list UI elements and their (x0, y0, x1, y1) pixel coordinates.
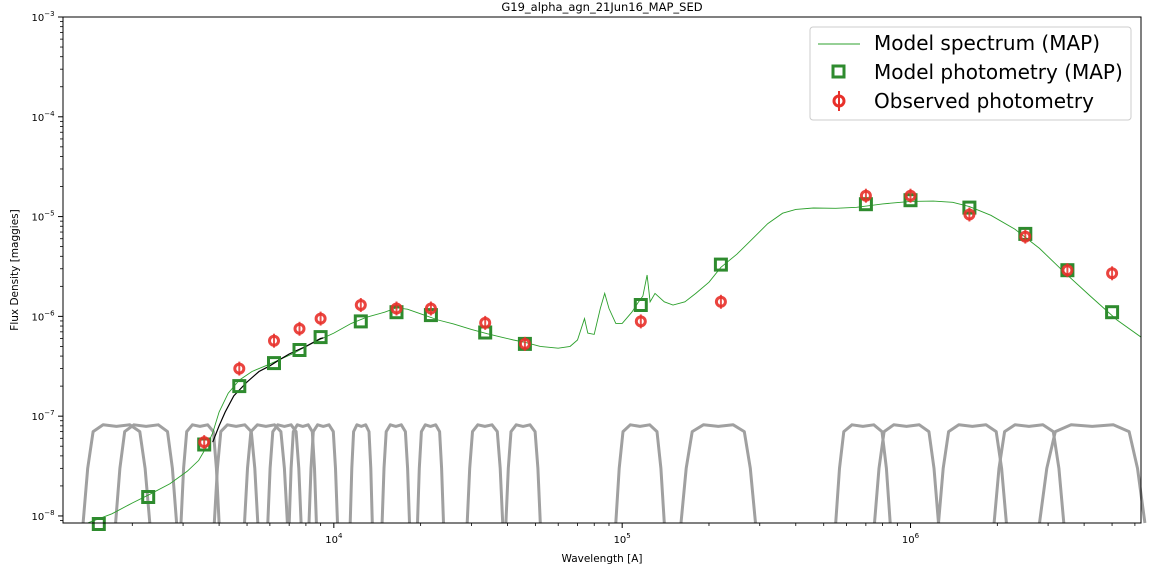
legend-marker-observed-photometry (832, 94, 846, 108)
filter-curve-0 (81, 423, 152, 524)
observed-photometry-point-11 (714, 295, 727, 308)
y-axis-label: Flux Density [maggies] (9, 209, 21, 330)
legend-label-model-spectrum: Model spectrum (MAP) (874, 31, 1100, 55)
observed-photometry-point-10 (634, 315, 647, 328)
filter-curve-3 (212, 423, 260, 524)
filter-curve-8 (348, 423, 374, 524)
model-photometry-point-13 (713, 257, 728, 272)
y-tick-label-2: 10−6 (31, 309, 55, 323)
observed-photometry-point-14 (963, 208, 976, 221)
x-tick-label-1: 105 (614, 532, 631, 546)
filter-curve-5 (266, 423, 303, 524)
filter-curve-2 (179, 423, 221, 524)
observed-photometry-point-4 (314, 312, 327, 325)
model-spectrum-line (86, 200, 1141, 523)
filter-curve-14 (679, 423, 757, 524)
observed-photometry-point-0 (198, 436, 211, 449)
filter-curve-12 (504, 423, 542, 524)
observed-photometry-point-2 (268, 334, 280, 347)
model-photometry-point-19 (1105, 305, 1120, 320)
y-tick-label-4: 10−4 (31, 110, 55, 124)
observed-photometry-point-8 (479, 316, 492, 329)
filter-curve-13 (614, 423, 666, 524)
y-tick-label-5: 10−3 (31, 10, 54, 24)
observed-spectrum-line (212, 337, 324, 443)
filter-curve-19 (1038, 423, 1147, 524)
y-tick-label-1: 10−7 (31, 409, 54, 423)
filter-curve-7 (307, 423, 339, 524)
y-tick-label-3: 10−5 (31, 210, 54, 224)
filter-curve-1 (114, 423, 179, 524)
filter-curve-16 (873, 423, 940, 524)
model-photometry-point-7 (353, 314, 368, 329)
x-axis-label: Wavelength [A] (561, 553, 642, 565)
legend: Model spectrum (MAP) Model photometry (M… (809, 26, 1132, 121)
model-photometry-point-6 (313, 330, 328, 345)
observed-photometry-point-13 (904, 189, 917, 202)
model-photometry-point-1 (141, 490, 156, 504)
plot-frame (62, 16, 1142, 524)
observed-photometry-point-3 (293, 322, 306, 335)
legend-label-observed-photometry: Observed photometry (874, 89, 1094, 113)
filter-curve-15 (834, 423, 892, 524)
legend-label-model-photometry: Model photometry (MAP) (874, 60, 1123, 84)
x-tick-label-0: 104 (325, 532, 343, 546)
model-photometry-point-0 (91, 517, 106, 531)
model-photometry-point-12 (633, 298, 648, 312)
model-photometry-point-3 (232, 379, 247, 394)
model-spectrum-layer (86, 200, 1141, 523)
observed-photometry-point-12 (859, 189, 872, 202)
filter-curves (81, 423, 1147, 524)
observed-photometry-point-7 (424, 302, 437, 315)
observed-photometry-point-17 (1106, 267, 1119, 280)
filter-curve-6 (287, 423, 318, 524)
filter-curve-9 (380, 423, 411, 524)
observed-photometry-point-1 (233, 362, 246, 375)
model-photometry-point-4 (267, 356, 281, 371)
legend-marker-model-photometry (831, 64, 846, 79)
observed-photometry-point-5 (354, 299, 367, 311)
chart-title: G19_alpha_agn_21Jun16_MAP_SED (501, 0, 702, 14)
filter-curve-11 (465, 423, 505, 524)
y-tick-label-0: 10−8 (31, 509, 54, 523)
model-photometry-point-5 (292, 343, 307, 357)
photometry-markers (91, 188, 1120, 531)
filter-curve-4 (243, 423, 289, 524)
observed-photometry-point-15 (1019, 230, 1032, 243)
filter-curve-10 (416, 423, 445, 524)
legend-box (809, 26, 1132, 121)
observed-photometry-point-16 (1061, 264, 1074, 277)
x-tick-label-2: 106 (902, 532, 920, 546)
observed-photometry-point-9 (518, 337, 531, 350)
observed-photometry-point-6 (390, 302, 403, 315)
filter-curve-18 (992, 423, 1066, 524)
